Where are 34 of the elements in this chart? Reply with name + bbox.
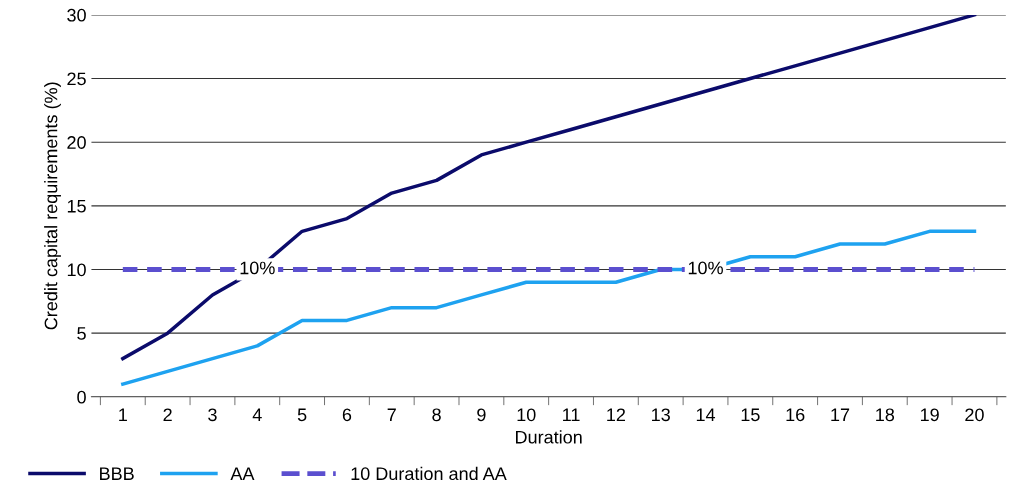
x-tick-label: 6 <box>342 408 352 422</box>
y-tick-label: 30 <box>67 8 86 22</box>
y-tick-label: 0 <box>77 390 86 404</box>
x-tick-label: 13 <box>652 408 670 422</box>
line-series <box>121 229 977 386</box>
x-tick-label: 3 <box>208 408 217 422</box>
x-tick-label: 8 <box>432 408 441 422</box>
x-tick-label: 16 <box>786 408 805 422</box>
y-tick-label: 15 <box>67 199 86 213</box>
y-axis-title: Credit capital requirements (%) <box>44 82 61 330</box>
x-tick-label: 18 <box>876 408 895 422</box>
x-tick-label: 1 <box>119 408 127 421</box>
x-tick-label: 2 <box>163 408 172 421</box>
legend-label: BBB <box>100 467 134 480</box>
x-tick-label: 4 <box>252 408 262 421</box>
y-tick-label: 5 <box>77 327 86 340</box>
x-tick-label: 10 <box>517 408 536 422</box>
x-tick-label: 14 <box>696 408 716 421</box>
line-series <box>121 14 977 361</box>
y-tick-label: 25 <box>67 72 86 86</box>
x-tick-label: 20 <box>965 408 984 422</box>
x-tick-label: 9 <box>477 408 486 422</box>
x-tick-label: 12 <box>607 408 626 421</box>
legend-label: 10 Duration and AA <box>351 466 507 481</box>
x-tick-label: 15 <box>741 408 760 422</box>
x-tick-label: 19 <box>920 408 939 422</box>
x-tick-label: 17 <box>831 408 850 421</box>
y-tick-label: 20 <box>67 136 86 149</box>
x-axis-title: Duration <box>516 430 582 444</box>
x-tick-label: 5 <box>297 408 307 422</box>
x-tick-label: 11 <box>563 408 580 421</box>
x-tick-label: 7 <box>387 408 396 421</box>
legend-label: AA <box>230 467 255 480</box>
y-tick-label: 10 <box>67 263 86 277</box>
